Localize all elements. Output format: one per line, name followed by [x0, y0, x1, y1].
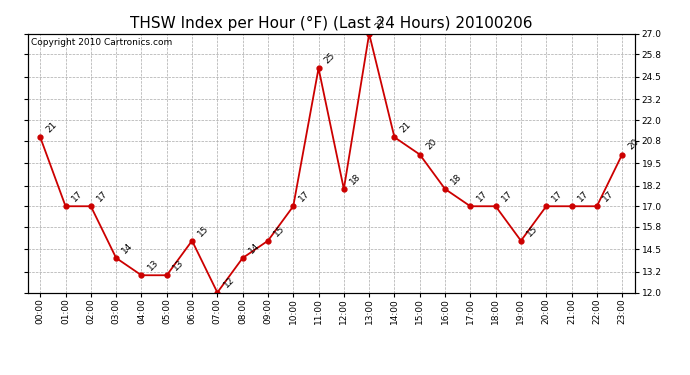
Text: 17: 17 — [297, 189, 312, 204]
Text: 20: 20 — [424, 137, 438, 152]
Text: 15: 15 — [272, 224, 286, 238]
Text: 17: 17 — [551, 189, 565, 204]
Text: Copyright 2010 Cartronics.com: Copyright 2010 Cartronics.com — [30, 38, 172, 46]
Text: 17: 17 — [500, 189, 514, 204]
Text: 21: 21 — [44, 120, 59, 135]
Text: 17: 17 — [601, 189, 615, 204]
Text: 18: 18 — [348, 172, 362, 186]
Text: 21: 21 — [399, 120, 413, 135]
Text: 17: 17 — [70, 189, 84, 204]
Text: 20: 20 — [627, 137, 641, 152]
Text: 15: 15 — [525, 224, 540, 238]
Text: 14: 14 — [247, 241, 262, 255]
Text: 17: 17 — [95, 189, 110, 204]
Title: THSW Index per Hour (°F) (Last 24 Hours) 20100206: THSW Index per Hour (°F) (Last 24 Hours)… — [130, 16, 533, 31]
Text: 12: 12 — [221, 275, 236, 290]
Text: 17: 17 — [575, 189, 590, 204]
Text: 13: 13 — [171, 258, 186, 273]
Text: 17: 17 — [475, 189, 489, 204]
Text: 27: 27 — [373, 16, 388, 31]
Text: 13: 13 — [146, 258, 160, 273]
Text: 18: 18 — [449, 172, 464, 186]
Text: 25: 25 — [323, 51, 337, 66]
Text: 14: 14 — [120, 241, 135, 255]
Text: 15: 15 — [196, 224, 210, 238]
